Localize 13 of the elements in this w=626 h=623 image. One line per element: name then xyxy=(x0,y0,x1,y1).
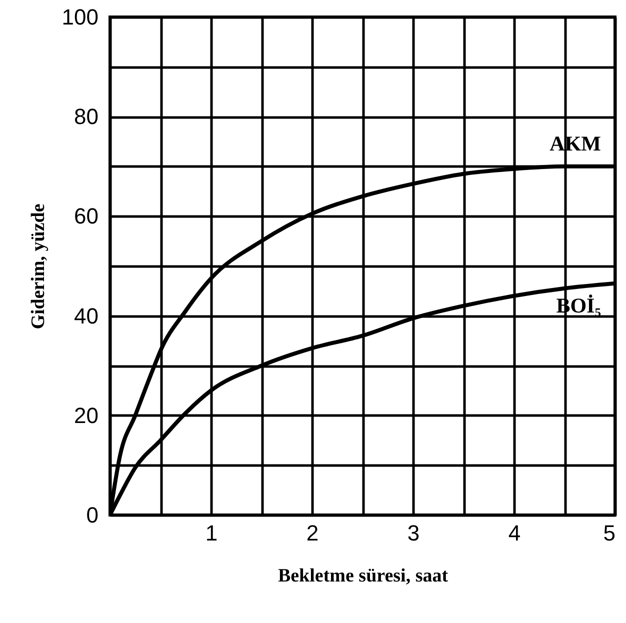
x-tick-label: 5 xyxy=(603,520,616,546)
y-tick-label: 40 xyxy=(74,303,98,328)
x-tick-label: 3 xyxy=(407,520,420,546)
x-tick-label: 1 xyxy=(205,520,218,546)
y-tick-label: 0 xyxy=(86,502,98,528)
y-tick-label: 100 xyxy=(62,4,98,30)
x-tick-label: 2 xyxy=(306,520,319,546)
y-tick-label: 60 xyxy=(74,204,98,229)
y-axis-title: Giderim, yüzde xyxy=(28,204,49,330)
y-tick-label: 20 xyxy=(74,402,98,428)
y-tick-label: 80 xyxy=(74,104,98,130)
x-axis-title: Bekletme süresi, saat xyxy=(278,566,449,586)
x-tick-label: 4 xyxy=(508,520,521,546)
